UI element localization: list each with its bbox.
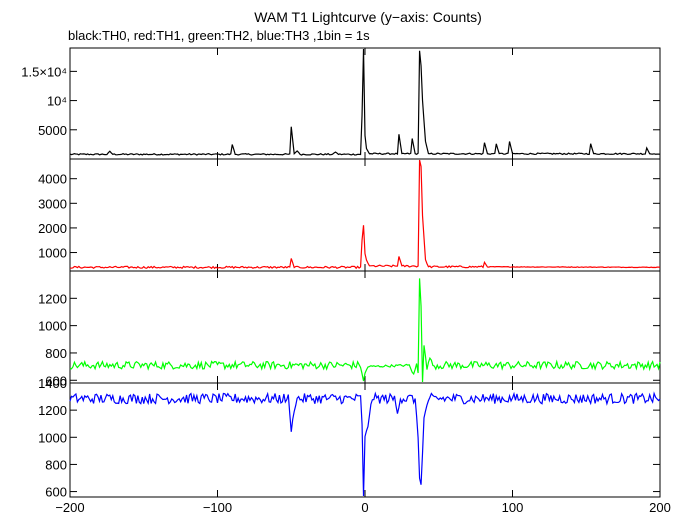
y-tick-label: 4000 <box>38 172 67 187</box>
y-tick-label: 1200 <box>38 291 67 306</box>
panel-th1: 1000 2000 3000 4000 <box>38 158 661 272</box>
panel-th2: 600 800 1000 1200 <box>38 270 661 388</box>
x-tick-label: 200 <box>649 500 671 515</box>
y-tick-label: 2000 <box>38 221 67 236</box>
x-tick-label: −100 <box>203 500 232 515</box>
y-tick-label: 1400 <box>38 376 67 391</box>
x-axis: −200 −100 0 100 200 <box>55 500 671 515</box>
chart-subtitle: black:TH0, red:TH1, green:TH2, blue:TH3 … <box>68 28 370 43</box>
y-tick-label: 5000 <box>38 123 67 138</box>
series-line-th3 <box>69 391 661 497</box>
y-tick-label: 1000 <box>38 319 67 334</box>
series-line-th2 <box>69 278 661 383</box>
y-tick-label: 600 <box>45 485 67 500</box>
x-tick-label: −200 <box>55 500 84 515</box>
series-line-th1 <box>69 159 661 270</box>
y-tick-label: 1.5×10⁴ <box>21 64 67 79</box>
x-tick-label: 0 <box>361 500 368 515</box>
x-tick-label: 100 <box>502 500 524 515</box>
y-tick-label: 3000 <box>38 196 67 211</box>
y-tick-label: 1000 <box>38 430 67 445</box>
y-tick-label: 10⁴ <box>47 94 67 109</box>
y-tick-label: 600 <box>45 373 67 388</box>
series-line-th0 <box>69 48 661 156</box>
y-tick-label: 800 <box>45 457 67 472</box>
y-tick-label: 800 <box>45 346 67 361</box>
chart-title: WAM T1 Lightcurve (y−axis: Counts) <box>254 9 482 25</box>
y-tick-label: 1000 <box>38 246 67 261</box>
panel-th0: 5000 10⁴ 1.5×10⁴ <box>21 47 661 160</box>
y-tick-label: 1200 <box>38 403 67 418</box>
panel-th3: 600 800 1000 1200 1400 <box>38 376 661 500</box>
